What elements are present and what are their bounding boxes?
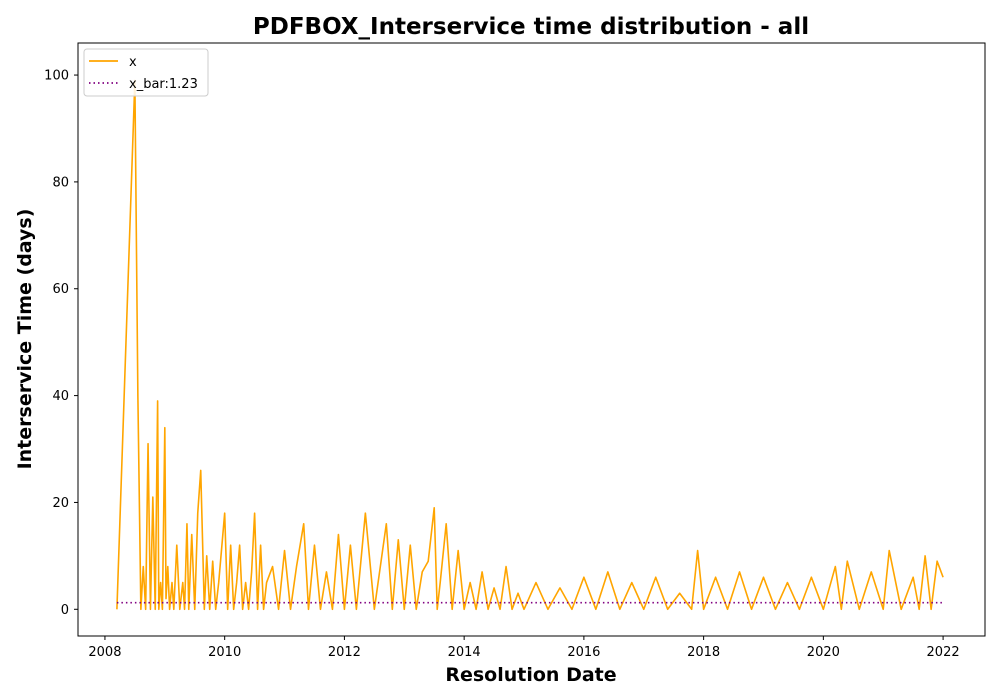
x-axis-label: Resolution Date — [445, 664, 616, 686]
x-tick-label: 2018 — [687, 645, 720, 660]
legend: x x_bar:1.23 — [83, 48, 209, 97]
y-tick-label: 40 — [52, 389, 69, 404]
x-tick-label: 2010 — [208, 645, 241, 660]
y-tick-label: 100 — [44, 69, 69, 84]
y-tick-label: 20 — [52, 496, 69, 511]
x-tick-label: 2012 — [328, 645, 361, 660]
y-axis-label: Interservice Time (days) — [14, 209, 36, 470]
plot-frame — [77, 42, 986, 637]
x-tick-label: 2022 — [927, 645, 960, 660]
legend-label-x-bar: x_bar:1.23 — [129, 77, 198, 92]
y-tick-label: 80 — [52, 175, 69, 190]
x-tick-label: 2008 — [88, 645, 121, 660]
y-tick-label: 60 — [52, 282, 69, 297]
series-x-line — [116, 79, 944, 611]
chart-title: PDFBOX_Interservice time distribution - … — [253, 14, 809, 40]
x-tick-label: 2014 — [448, 645, 481, 660]
x-tick-label: 2020 — [807, 645, 840, 660]
x-tick-label: 2016 — [567, 645, 600, 660]
legend-label-x: x — [129, 55, 137, 70]
y-tick-label: 0 — [61, 603, 69, 618]
data-lines — [116, 79, 944, 611]
axis-ticks: 2008 2010 2012 2014 2016 2018 2020 2022 0 20 40 60 8… — [44, 69, 959, 660]
